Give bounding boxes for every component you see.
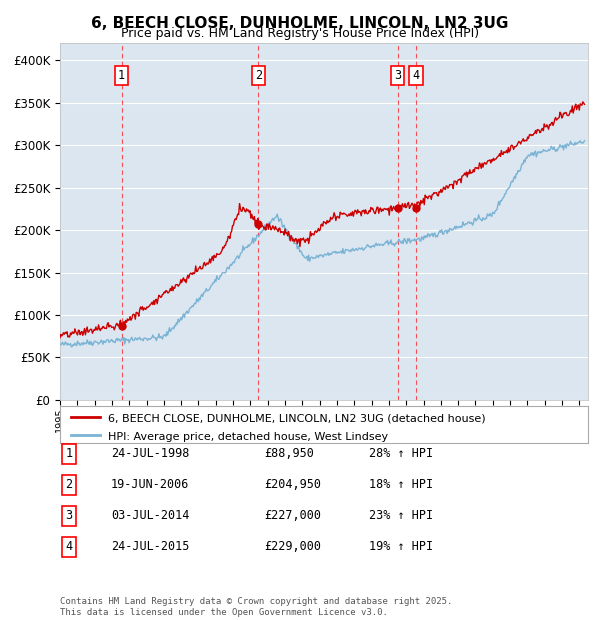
Text: 2: 2 [255,69,262,82]
Text: £229,000: £229,000 [264,541,321,553]
Text: 6, BEECH CLOSE, DUNHOLME, LINCOLN, LN2 3UG (detached house): 6, BEECH CLOSE, DUNHOLME, LINCOLN, LN2 3… [107,413,485,423]
Text: Contains HM Land Registry data © Crown copyright and database right 2025.
This d: Contains HM Land Registry data © Crown c… [60,598,452,617]
Text: 1: 1 [118,69,125,82]
Text: HPI: Average price, detached house, West Lindsey: HPI: Average price, detached house, West… [107,432,388,441]
Text: 03-JUL-2014: 03-JUL-2014 [111,510,190,522]
Text: 18% ↑ HPI: 18% ↑ HPI [369,479,433,491]
Text: 23% ↑ HPI: 23% ↑ HPI [369,510,433,522]
Text: 2: 2 [65,479,73,491]
Text: 4: 4 [65,541,73,553]
Text: £204,950: £204,950 [264,479,321,491]
Text: 3: 3 [394,69,401,82]
Text: 19% ↑ HPI: 19% ↑ HPI [369,541,433,553]
Text: Price paid vs. HM Land Registry's House Price Index (HPI): Price paid vs. HM Land Registry's House … [121,27,479,40]
Text: 1: 1 [65,448,73,460]
Text: 6, BEECH CLOSE, DUNHOLME, LINCOLN, LN2 3UG: 6, BEECH CLOSE, DUNHOLME, LINCOLN, LN2 3… [91,16,509,30]
Text: 3: 3 [65,510,73,522]
Text: 24-JUL-2015: 24-JUL-2015 [111,541,190,553]
Text: 24-JUL-1998: 24-JUL-1998 [111,448,190,460]
Text: 4: 4 [412,69,419,82]
Text: £227,000: £227,000 [264,510,321,522]
Text: 28% ↑ HPI: 28% ↑ HPI [369,448,433,460]
Text: 19-JUN-2006: 19-JUN-2006 [111,479,190,491]
Text: £88,950: £88,950 [264,448,314,460]
